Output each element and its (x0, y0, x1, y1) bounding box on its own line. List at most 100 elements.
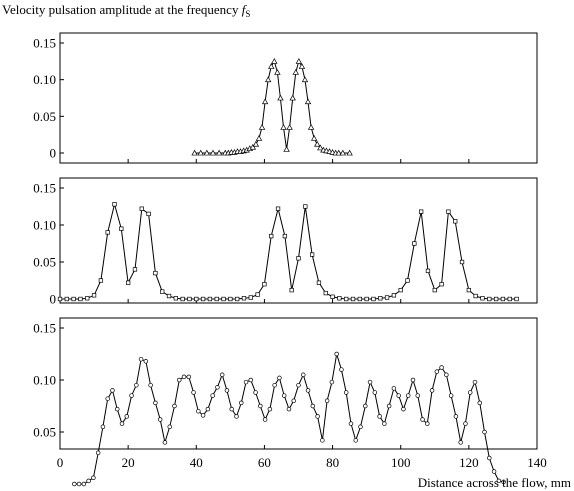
data-point (453, 414, 459, 419)
data-point (289, 94, 296, 101)
data-point (444, 372, 449, 378)
data-point (507, 296, 512, 302)
data-point (235, 296, 240, 302)
data-point (415, 393, 421, 398)
data-point (110, 388, 115, 393)
data-point (386, 403, 392, 409)
data-point (367, 379, 373, 385)
data-point (466, 287, 472, 293)
data-point (348, 421, 354, 426)
x-tick-label: 140 (527, 455, 547, 470)
data-point (162, 440, 168, 445)
data-point (357, 296, 362, 302)
data-point (258, 124, 266, 130)
data-point (114, 406, 120, 412)
data-point (363, 403, 368, 409)
data-point (215, 149, 223, 156)
data-point (316, 280, 322, 285)
data-point (432, 287, 437, 293)
data-point (514, 296, 519, 302)
x-axis-label: Distance across the flow, mm (418, 475, 571, 490)
data-point (207, 296, 213, 302)
data-point (453, 219, 458, 224)
data-point (371, 296, 376, 302)
data-point (309, 252, 315, 257)
data-point (353, 438, 358, 443)
data-point (291, 398, 296, 404)
data-point (335, 149, 342, 156)
data-point (153, 400, 158, 406)
data-point (344, 296, 349, 302)
data-point (85, 296, 90, 301)
data-point (286, 124, 293, 130)
data-point (181, 374, 187, 380)
data-point (228, 296, 233, 302)
data-point (205, 406, 211, 412)
panel-3: 0.05 0.10 0.15 (33, 317, 538, 487)
data-point (239, 400, 244, 406)
data-point (132, 267, 138, 272)
data-point (153, 270, 158, 276)
series-line (194, 60, 350, 154)
data-point (191, 390, 196, 395)
data-point (439, 282, 444, 287)
data-point (105, 230, 110, 235)
data-point (248, 377, 254, 383)
title-symbol: f (242, 2, 248, 17)
data-point (219, 372, 225, 378)
data-point (275, 206, 281, 211)
data-point (337, 296, 342, 301)
panel-2: 0 0.05 0.10 0.15 (33, 177, 538, 307)
data-point (330, 294, 335, 299)
data-point (134, 382, 139, 388)
x-tick-label: 100 (391, 455, 411, 470)
series-line (74, 353, 504, 485)
data-point (459, 259, 465, 265)
x-tick-label: 40 (190, 455, 203, 470)
data-point (196, 408, 201, 414)
data-point (277, 94, 284, 101)
data-point (448, 393, 454, 398)
data-point (215, 385, 220, 390)
data-point (57, 296, 63, 302)
y-tick-label: 0.05 (33, 109, 56, 124)
data-point (487, 296, 492, 302)
data-point (482, 429, 487, 435)
data-point (398, 287, 403, 293)
data-point (305, 388, 311, 393)
data-point (264, 76, 272, 83)
data-point (304, 98, 312, 105)
y-tick-label: 0.10 (33, 373, 56, 388)
data-point (197, 149, 204, 156)
data-point (148, 382, 153, 388)
data-point (187, 296, 192, 302)
data-point (71, 296, 76, 302)
data-point (473, 293, 478, 299)
data-point (493, 296, 499, 302)
panel-frame (59, 32, 538, 164)
data-point (194, 296, 199, 302)
data-point (343, 390, 349, 395)
data-point (95, 450, 101, 456)
x-tick-label: 80 (326, 455, 339, 470)
data-point (78, 296, 83, 302)
data-point (487, 455, 492, 461)
data-point (412, 241, 417, 246)
data-point (405, 393, 411, 398)
data-point (419, 209, 424, 214)
data-point (210, 393, 215, 398)
data-point (255, 135, 263, 141)
data-point (200, 413, 206, 418)
data-point (241, 296, 247, 301)
data-point (425, 421, 430, 426)
data-point (277, 375, 282, 381)
data-point (167, 424, 172, 430)
data-point (81, 481, 87, 487)
data-point (350, 296, 356, 302)
data-point (339, 367, 344, 372)
data-point (186, 374, 192, 380)
data-point (289, 287, 294, 293)
data-point (472, 379, 478, 385)
data-point (282, 233, 288, 239)
data-point (323, 290, 328, 296)
